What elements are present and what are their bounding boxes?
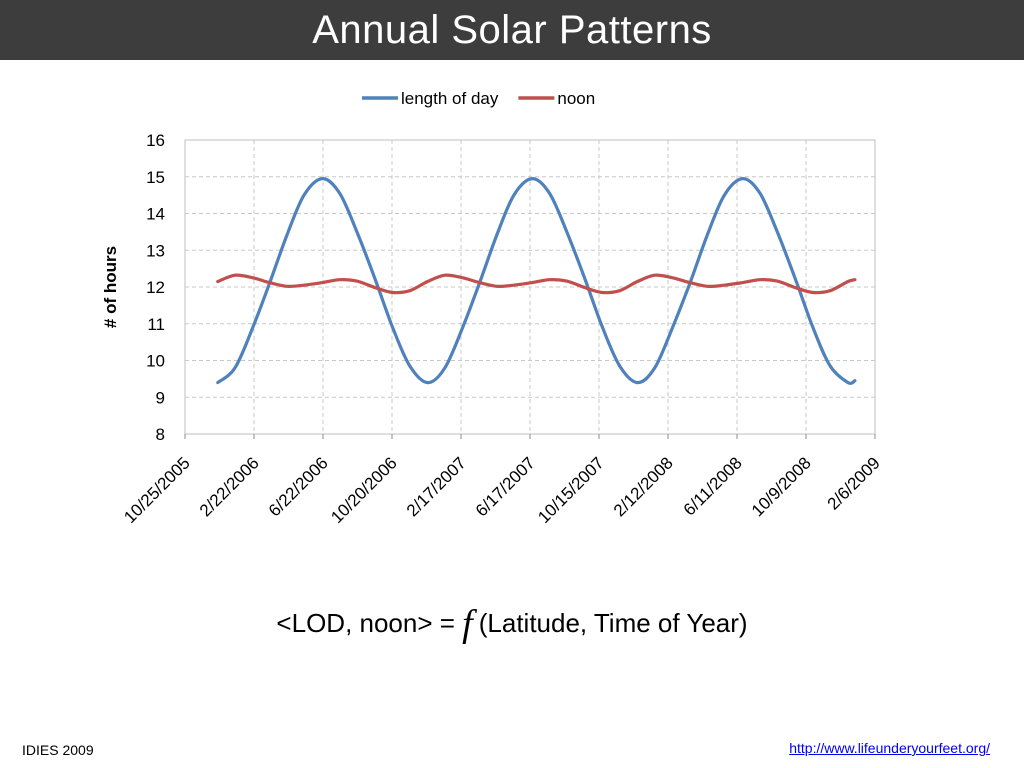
formula-left: <LOD, noon> =	[276, 608, 463, 638]
legend-label-length-of-day: length of day	[401, 89, 499, 108]
chart: length of day noon 8 9 10 11 12 13 14 15 16 10/25/…	[101, 89, 884, 527]
chart-axes: 8 9 10 11 12 13 14 15 16 10/25/2005 2/22/2006 6/22/…	[101, 131, 884, 527]
x-tick-label: 10/25/2005	[120, 453, 194, 527]
footer-label: IDIES 2009	[22, 742, 94, 758]
series-line-length-of-day	[216, 177, 857, 385]
formula-function-symbol: f	[462, 603, 473, 645]
y-tick-label: 8	[156, 425, 165, 444]
x-tick-label: 6/22/2006	[265, 453, 332, 520]
x-tick-label: 2/17/2007	[403, 453, 470, 520]
formula: <LOD, noon> = f (Latitude, Time of Year)	[0, 598, 1024, 645]
y-tick-label: 9	[156, 388, 165, 407]
x-tick-label: 10/9/2008	[748, 453, 815, 520]
chart-legend: length of day noon	[362, 89, 595, 108]
y-tick-label: 16	[146, 131, 165, 150]
y-tick-label: 10	[146, 352, 165, 371]
x-tick-label: 10/15/2007	[534, 453, 608, 527]
footer-link[interactable]: http://www.lifeunderyourfeet.org/	[789, 740, 990, 756]
formula-right: (Latitude, Time of Year)	[478, 608, 748, 638]
legend-label-noon: noon	[557, 89, 595, 108]
chart-series	[216, 177, 857, 385]
y-tick-label: 11	[147, 315, 165, 334]
y-axis-title: # of hours	[101, 246, 120, 328]
x-tick-label: 10/20/2006	[327, 453, 401, 527]
x-tick-label: 2/12/2008	[610, 453, 677, 520]
slide-title: Annual Solar Patterns	[312, 8, 712, 52]
x-tick-label: 2/6/2009	[824, 453, 884, 513]
y-tick-label: 13	[146, 241, 165, 260]
x-tick-label: 2/22/2006	[196, 453, 263, 520]
y-tick-label: 15	[146, 168, 165, 187]
y-tick-label: 14	[146, 205, 165, 224]
x-tick-label: 6/17/2007	[472, 453, 539, 520]
x-tick-label: 6/11/2008	[680, 453, 746, 519]
title-bar	[0, 0, 1024, 60]
chart-grid	[184, 139, 876, 435]
y-tick-label: 12	[146, 278, 165, 297]
series-line-noon	[216, 273, 857, 295]
